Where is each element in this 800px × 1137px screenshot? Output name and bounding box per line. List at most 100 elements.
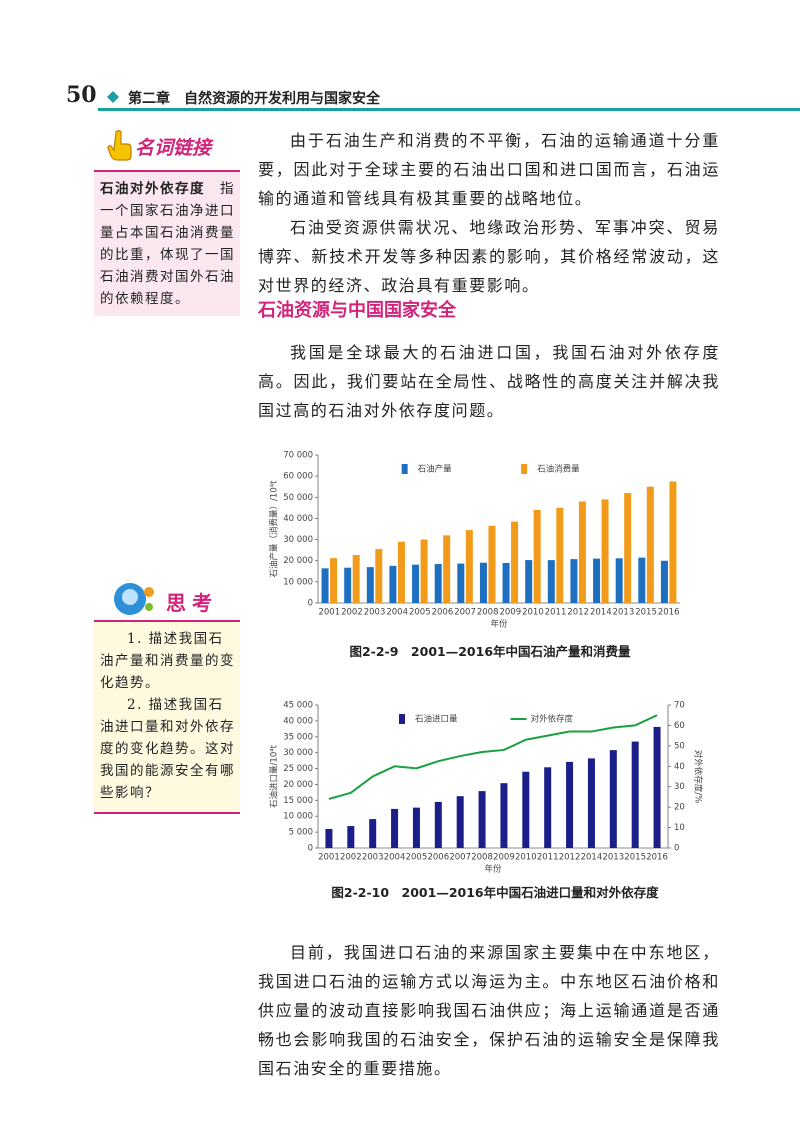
x-tick-label: 2003 (362, 853, 384, 863)
chart-caption: 图2-2-10 2001—2016年中国石油进口量和对外依存度 (331, 885, 659, 900)
think-item: 2. 描述我国石油进口量和对外依存度的变化趋势。这对我国的能源安全有哪些影响？ (100, 697, 235, 801)
bar (502, 562, 510, 603)
think-item: 1. 描述我国石油产量和消费量的变化趋势。 (100, 631, 235, 691)
x-tick-label: 2008 (477, 608, 499, 618)
section-heading: 石油资源与中国国家安全 (258, 300, 456, 321)
bar (593, 558, 601, 603)
term-definition: 指一个国家石油净进口量占本国石油消费量的比重，体现了一国石油消费对国外石油的依赖… (100, 181, 235, 307)
legend-label: 对外依存度 (531, 714, 574, 725)
y-tick-label: 30 000 (283, 748, 313, 758)
bar (544, 767, 552, 848)
y2-axis-title: 对外依存度/% (693, 750, 704, 803)
hand-icon (107, 129, 132, 161)
y-tick-label: 20 000 (283, 556, 313, 566)
legend-swatch (401, 464, 408, 474)
y-tick-label: 0 (308, 599, 313, 609)
x-tick-label: 2015 (624, 853, 646, 863)
x-tick-label: 2012 (567, 608, 589, 618)
term: 石油对外依存度 (100, 181, 205, 197)
bar (412, 807, 420, 848)
legend-label: 石油消费量 (537, 464, 580, 475)
y-tick-label: 15 000 (283, 796, 313, 806)
x-tick-label: 2011 (537, 853, 559, 863)
x-tick-label: 2013 (613, 608, 635, 618)
bar (533, 509, 541, 603)
bar (420, 539, 428, 603)
y-tick-label: 0 (308, 844, 313, 854)
x-tick-label: 2015 (635, 608, 657, 618)
term-box-title: 名词链接 (135, 137, 212, 159)
legend-label: 石油进口量 (415, 714, 458, 725)
y2-tick-label: 20 (674, 803, 685, 813)
think-icon (114, 583, 154, 615)
y-axis-title: 石油产量（消费量）/10⁴t (269, 480, 280, 578)
bar (434, 563, 442, 603)
x-tick-label: 2001 (318, 853, 340, 863)
bar (638, 557, 646, 603)
x-tick-label: 2001 (318, 608, 340, 618)
bar (500, 783, 508, 848)
y-tick-label: 10 000 (283, 812, 313, 822)
bar (556, 507, 564, 603)
text-block: 我国是全球最大的石油进口国，我国石油对外依存度高。因此，我们要站在全局性、战略性… (258, 338, 720, 425)
y-axis-title: 石油进口量/10⁴t (269, 744, 280, 808)
y-tick-label: 40 000 (283, 716, 313, 726)
bar (566, 761, 574, 848)
y-tick-label: 10 000 (283, 577, 313, 587)
y2-tick-label: 10 (674, 823, 685, 833)
x-tick-label: 2011 (545, 608, 567, 618)
y-tick-label: 30 000 (283, 535, 313, 545)
x-tick-label: 2002 (341, 608, 363, 618)
bar (547, 560, 555, 603)
x-tick-label: 2003 (364, 608, 386, 618)
y-tick-label: 35 000 (283, 732, 313, 742)
bar (434, 801, 442, 848)
y-tick-label: 50 000 (283, 493, 313, 503)
x-tick-label: 2006 (432, 608, 454, 618)
bar (578, 501, 586, 603)
y-tick-label: 60 000 (283, 472, 313, 482)
paragraph: 我国是全球最大的石油进口国，我国石油对外依存度高。因此，我们要站在全局性、战略性… (258, 343, 720, 420)
x-tick-label: 2007 (449, 853, 471, 863)
x-tick-label: 2013 (602, 853, 624, 863)
line (328, 714, 658, 800)
chart-caption: 图2-2-9 2001—2016年中国石油产量和消费量 (349, 644, 631, 659)
x-tick-label: 2007 (454, 608, 476, 618)
page-number: 50 (66, 82, 97, 108)
x-tick-label: 2004 (386, 608, 408, 618)
bar (522, 771, 530, 848)
y2-tick-label: 0 (674, 844, 679, 854)
x-axis-title: 年份 (490, 619, 508, 630)
paragraph: 由于石油生产和消费的不平衡，石油的运输通道十分重要，因此对于全球主要的石油出口国… (258, 131, 720, 208)
x-tick-label: 2006 (427, 853, 449, 863)
header-diamond (107, 91, 119, 103)
y-tick-label: 5 000 (289, 828, 313, 838)
paragraph: 石油受资源供需状况、地缘政治形势、军事冲突、贸易博弈、新技术开发等多种因素的影响… (258, 218, 720, 295)
bar (478, 791, 486, 848)
y-tick-label: 20 000 (283, 780, 313, 790)
bar (397, 541, 405, 603)
x-tick-label: 2008 (471, 853, 493, 863)
y-tick-label: 70 000 (283, 451, 313, 461)
bar (344, 567, 352, 603)
bar (457, 563, 465, 603)
bar (587, 758, 595, 848)
think-box-title: 思考 (166, 591, 218, 615)
bar (321, 568, 329, 603)
bar (465, 530, 473, 603)
x-tick-label: 2009 (493, 853, 515, 863)
legend-swatch (399, 714, 405, 724)
bar (325, 828, 333, 848)
chapter-title: 第二章 自然资源的开发利用与国家安全 (128, 91, 380, 107)
bar (347, 826, 355, 848)
y-tick-label: 45 000 (283, 701, 313, 711)
x-tick-label: 2004 (384, 853, 406, 863)
bar (601, 499, 609, 603)
header-rule (98, 108, 800, 111)
bar (511, 521, 519, 603)
x-axis-title: 年份 (484, 864, 502, 875)
bar (352, 555, 360, 603)
bar (669, 481, 677, 603)
term-box: 石油对外依存度 指一个国家石油净进口量占本国石油消费量的比重，体现了一国石油消费… (94, 170, 240, 316)
y2-tick-label: 30 (674, 782, 685, 792)
